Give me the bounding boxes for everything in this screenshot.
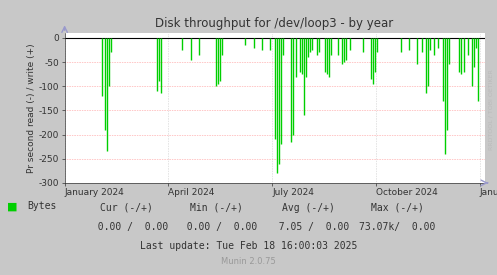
Text: Min (-/+): Min (-/+) [190, 203, 243, 213]
Text: 7.05 /  0.00: 7.05 / 0.00 [267, 222, 349, 232]
Text: Cur (-/+): Cur (-/+) [100, 203, 153, 213]
Text: 73.07k/  0.00: 73.07k/ 0.00 [359, 222, 436, 232]
Text: Munin 2.0.75: Munin 2.0.75 [221, 257, 276, 266]
Text: Bytes: Bytes [27, 201, 57, 211]
Text: Avg (-/+): Avg (-/+) [282, 203, 334, 213]
Text: 0.00 /  0.00: 0.00 / 0.00 [175, 222, 257, 232]
Text: Max (-/+): Max (-/+) [371, 203, 424, 213]
Y-axis label: Pr second read (-) / write (+): Pr second read (-) / write (+) [27, 43, 36, 173]
Title: Disk throughput for /dev/loop3 - by year: Disk throughput for /dev/loop3 - by year [156, 17, 394, 31]
Text: RRDTOOL / TOBI OETIKER: RRDTOOL / TOBI OETIKER [489, 70, 494, 150]
Text: ■: ■ [7, 201, 18, 211]
Text: Last update: Tue Feb 18 16:00:03 2025: Last update: Tue Feb 18 16:00:03 2025 [140, 241, 357, 251]
Text: 0.00 /  0.00: 0.00 / 0.00 [85, 222, 168, 232]
